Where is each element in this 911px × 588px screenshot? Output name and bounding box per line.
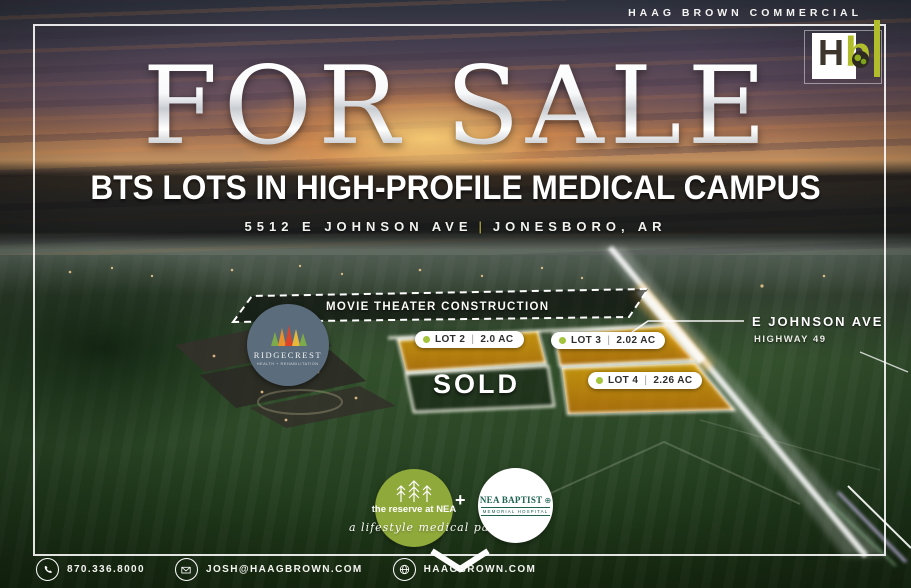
email-contact[interactable]: JOSH@HAAGBROWN.COM <box>174 558 363 581</box>
ridgecrest-tagline: HEALTH + REHABILITATION <box>257 361 319 366</box>
haag-brown-logo: H b <box>804 20 888 86</box>
lot-3-name: LOT 3 <box>571 335 602 346</box>
lot-separator: | <box>607 335 611 346</box>
nea-baptist-logo: NEA BAPTIST ⊕ MEMORIAL HOSPITAL <box>478 468 553 543</box>
lot-separator: | <box>644 375 648 386</box>
lot-3-badge[interactable]: LOT 3 | 2.02 AC <box>551 332 666 349</box>
email-address: JOSH@HAAGBROWN.COM <box>205 564 363 575</box>
ridgecrest-trees-icon <box>271 324 307 346</box>
ridgecrest-logo: RIDGECREST HEALTH + REHABILITATION <box>247 304 329 386</box>
lot-separator: | <box>471 334 475 345</box>
phone-contact[interactable]: 870.336.8000 <box>36 558 145 581</box>
brand-wordmark: HAAG BROWN COMMERCIAL <box>628 7 862 19</box>
lot-4-name: LOT 4 <box>608 375 639 386</box>
reserve-name: the reserve at NEA <box>371 504 457 515</box>
lot-2-badge[interactable]: LOT 2 | 2.0 AC <box>415 331 524 348</box>
website-url: HAAGBROWN.COM <box>423 564 537 575</box>
phone-number: 870.336.8000 <box>67 564 145 575</box>
phone-icon <box>36 558 59 581</box>
headline-dark-band <box>0 160 911 250</box>
baptist-name: NEA BAPTIST <box>479 495 543 505</box>
address-street: 5512 E JOHNSON AVE <box>244 219 473 234</box>
lot-2-name: LOT 2 <box>435 334 466 345</box>
page-title: FOR SALE <box>33 50 882 164</box>
lot-4-acreage: 2.26 AC <box>653 375 693 386</box>
lot-dot-icon <box>596 377 603 384</box>
partnership-plus-sign: + <box>455 490 466 510</box>
construction-site-outline <box>231 287 650 324</box>
road-name-label: E JOHNSON AVE <box>752 314 884 329</box>
envelope-icon <box>174 558 198 581</box>
lot-4-badge[interactable]: LOT 4 | 2.26 AC <box>588 372 703 389</box>
logo-white-square <box>812 33 856 79</box>
lot-3-acreage: 2.02 AC <box>616 335 656 346</box>
lot-2-acreage: 2.0 AC <box>480 334 514 345</box>
globe-icon <box>852 51 869 68</box>
page-subtitle: BTS LOTS IN HIGH-PROFILE MEDICAL CAMPUS <box>90 169 821 207</box>
logo-letter-h: H <box>818 35 844 71</box>
reserve-at-nea-logo: the reserve at NEA a lifestyle medical p… <box>349 469 502 547</box>
property-address: 5512 E JOHNSON AVE | JONESBORO, AR <box>0 219 911 234</box>
sold-status-label: SOLD <box>433 369 521 399</box>
logo-green-bar <box>874 20 880 77</box>
lot-dot-icon <box>559 337 566 344</box>
address-city: JONESBORO, AR <box>492 219 667 234</box>
lot-dot-icon <box>423 336 430 343</box>
website-contact[interactable]: HAAGBROWN.COM <box>392 558 537 581</box>
reserve-tagline: a lifestyle medical park <box>349 521 504 534</box>
highway-number-label: HIGHWAY 49 <box>754 334 827 345</box>
baptist-subname: MEMORIAL HOSPITAL <box>480 507 551 516</box>
globe-icon <box>392 558 416 581</box>
sold-parcel <box>406 366 554 412</box>
ridgecrest-name: RIDGECREST <box>253 349 323 360</box>
logo-hairline-box <box>804 30 882 84</box>
highway-road <box>601 245 886 558</box>
contact-bar: 870.336.8000 JOSH@HAAGBROWN.COM HAAGBROW… <box>36 558 536 581</box>
pine-trees-icon <box>396 480 432 502</box>
baptist-emblem-icon: ⊕ <box>544 495 552 505</box>
construction-label: MOVIE THEATER CONSTRUCTION <box>326 301 550 313</box>
address-separator: | <box>478 219 487 234</box>
construction-site-fill <box>233 289 648 322</box>
